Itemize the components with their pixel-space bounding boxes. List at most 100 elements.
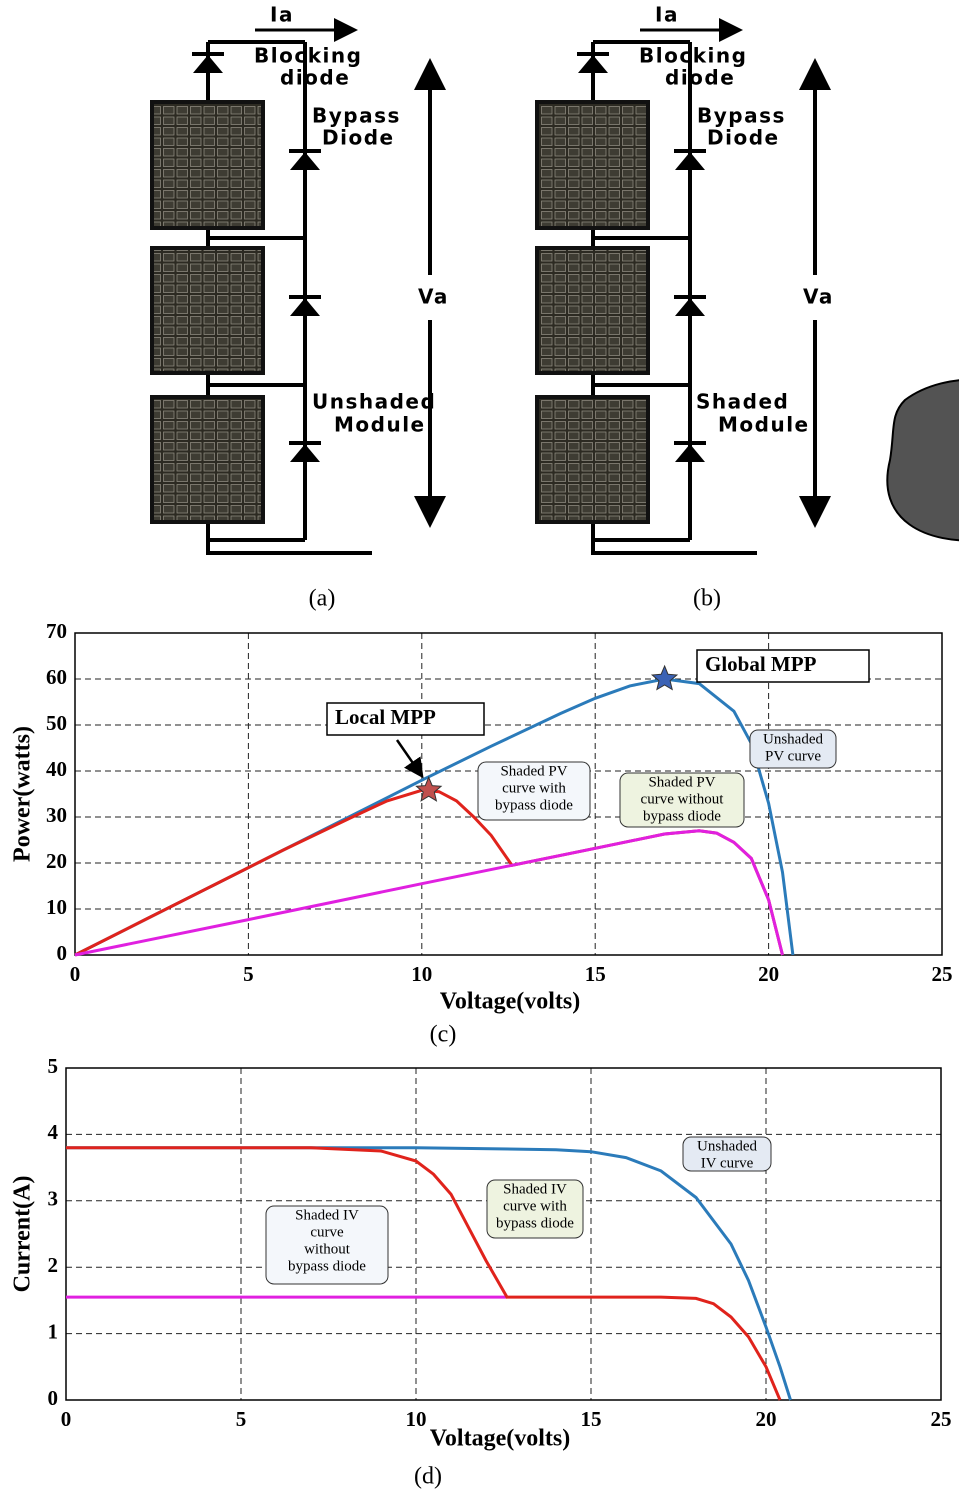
series-line bbox=[74, 829, 784, 957]
mpp-label-box bbox=[326, 702, 485, 736]
bypass-label: Diode bbox=[707, 126, 780, 150]
pv-module bbox=[150, 100, 265, 230]
blocking-label: diode bbox=[665, 66, 735, 90]
pv-module bbox=[535, 246, 650, 375]
curve-label: curve bbox=[310, 1224, 344, 1240]
series-line bbox=[66, 1146, 782, 1401]
mpp-arrow bbox=[395, 739, 424, 779]
current-label: Ia bbox=[655, 3, 679, 27]
mpp-label: Global MPP bbox=[705, 652, 817, 676]
curve-label: IV curve bbox=[701, 1155, 754, 1171]
mpp-label: Local MPP bbox=[335, 705, 436, 729]
diode bbox=[675, 298, 705, 316]
curve-label: bypass diode bbox=[496, 1215, 574, 1231]
curve-label: Shaded IV bbox=[295, 1207, 359, 1223]
blocking-label: Blocking bbox=[639, 44, 747, 68]
x-tick-label: 25 bbox=[932, 962, 953, 986]
curve-label: curve without bbox=[641, 791, 725, 807]
mpp-star bbox=[415, 775, 443, 802]
panel-caption: (b) bbox=[693, 586, 721, 612]
plot-frame bbox=[65, 1067, 942, 1401]
module-label: Module bbox=[334, 413, 426, 437]
curve-label: bypass diode bbox=[495, 797, 573, 813]
curve-label: PV curve bbox=[765, 748, 821, 764]
diode bbox=[290, 298, 320, 316]
y-tick-label: 1 bbox=[48, 1319, 59, 1343]
y-tick-label: 0 bbox=[48, 1386, 59, 1410]
pv-module bbox=[150, 395, 265, 524]
diode bbox=[675, 152, 705, 170]
y-tick-label: 60 bbox=[46, 665, 67, 689]
diode bbox=[290, 152, 320, 170]
y-tick-label: 20 bbox=[46, 849, 67, 873]
curve-label-box bbox=[749, 729, 837, 769]
curve-label-box bbox=[682, 1136, 772, 1172]
curve-label: bypass diode bbox=[643, 808, 721, 824]
y-axis-label: Current(A) bbox=[10, 1176, 36, 1293]
x-axis-label: Voltage(volts) bbox=[440, 989, 580, 1015]
panel-caption: (a) bbox=[309, 586, 336, 612]
x-tick-label: 5 bbox=[236, 1407, 247, 1431]
x-tick-label: 25 bbox=[931, 1407, 952, 1431]
curve-label: Unshaded bbox=[697, 1138, 757, 1154]
mpp-star bbox=[650, 664, 679, 691]
y-tick-label: 30 bbox=[46, 803, 67, 827]
x-tick-label: 0 bbox=[61, 1407, 72, 1431]
blocking-label: Blocking bbox=[254, 44, 362, 68]
y-tick-label: 0 bbox=[57, 941, 68, 965]
diode bbox=[193, 55, 223, 73]
curve-label: without bbox=[304, 1241, 351, 1257]
curve-label: bypass diode bbox=[288, 1258, 366, 1274]
x-tick-label: 10 bbox=[406, 1407, 427, 1431]
curve-label: Shaded PV bbox=[500, 763, 567, 779]
curve-label-box bbox=[265, 1205, 389, 1285]
bypass-label: Diode bbox=[322, 126, 395, 150]
x-tick-label: 10 bbox=[411, 962, 432, 986]
y-tick-label: 3 bbox=[48, 1187, 59, 1211]
curve-label: curve with bbox=[502, 780, 566, 796]
x-tick-label: 20 bbox=[756, 1407, 777, 1431]
x-tick-label: 15 bbox=[581, 1407, 602, 1431]
curve-label-box bbox=[486, 1179, 584, 1239]
x-tick-label: 0 bbox=[70, 962, 81, 986]
y-tick-label: 2 bbox=[48, 1253, 59, 1277]
module-label: Module bbox=[718, 413, 810, 437]
x-axis-label: Voltage(volts) bbox=[430, 1426, 570, 1452]
pv-module bbox=[150, 246, 265, 375]
module-label: Unshaded bbox=[312, 390, 436, 414]
pv-module bbox=[535, 395, 650, 524]
curve-label-box bbox=[477, 761, 591, 821]
bypass-label: Bypass bbox=[697, 104, 786, 128]
y-tick-label: 50 bbox=[46, 711, 67, 735]
x-tick-label: 20 bbox=[758, 962, 779, 986]
x-tick-label: 5 bbox=[243, 962, 254, 986]
blocking-label: diode bbox=[280, 66, 350, 90]
bypass-label: Bypass bbox=[312, 104, 401, 128]
curve-label: curve with bbox=[503, 1198, 567, 1214]
voltage-label: Va bbox=[803, 285, 834, 309]
curve-label-box bbox=[619, 772, 745, 828]
diode bbox=[578, 55, 608, 73]
curve-label: Shaded PV bbox=[648, 774, 715, 790]
shadow bbox=[886, 379, 959, 542]
module-label: Shaded bbox=[696, 390, 789, 414]
curve-label: Unshaded bbox=[763, 731, 823, 747]
current-label: Ia bbox=[270, 3, 294, 27]
pv-module bbox=[535, 100, 650, 230]
chart-caption: (d) bbox=[414, 1464, 442, 1490]
chart-caption: (c) bbox=[430, 1022, 457, 1048]
y-tick-label: 40 bbox=[46, 757, 67, 781]
diode bbox=[675, 444, 705, 462]
diode bbox=[290, 444, 320, 462]
y-tick-label: 5 bbox=[48, 1054, 59, 1078]
plot-frame bbox=[74, 632, 943, 956]
y-axis-label: Power(watts) bbox=[10, 726, 36, 862]
y-tick-label: 4 bbox=[48, 1120, 59, 1144]
mpp-label-box bbox=[696, 649, 870, 683]
voltage-label: Va bbox=[418, 285, 449, 309]
y-tick-label: 10 bbox=[46, 895, 67, 919]
series-line bbox=[66, 1146, 792, 1401]
curve-label: Shaded IV bbox=[503, 1181, 567, 1197]
y-tick-label: 70 bbox=[46, 619, 67, 643]
